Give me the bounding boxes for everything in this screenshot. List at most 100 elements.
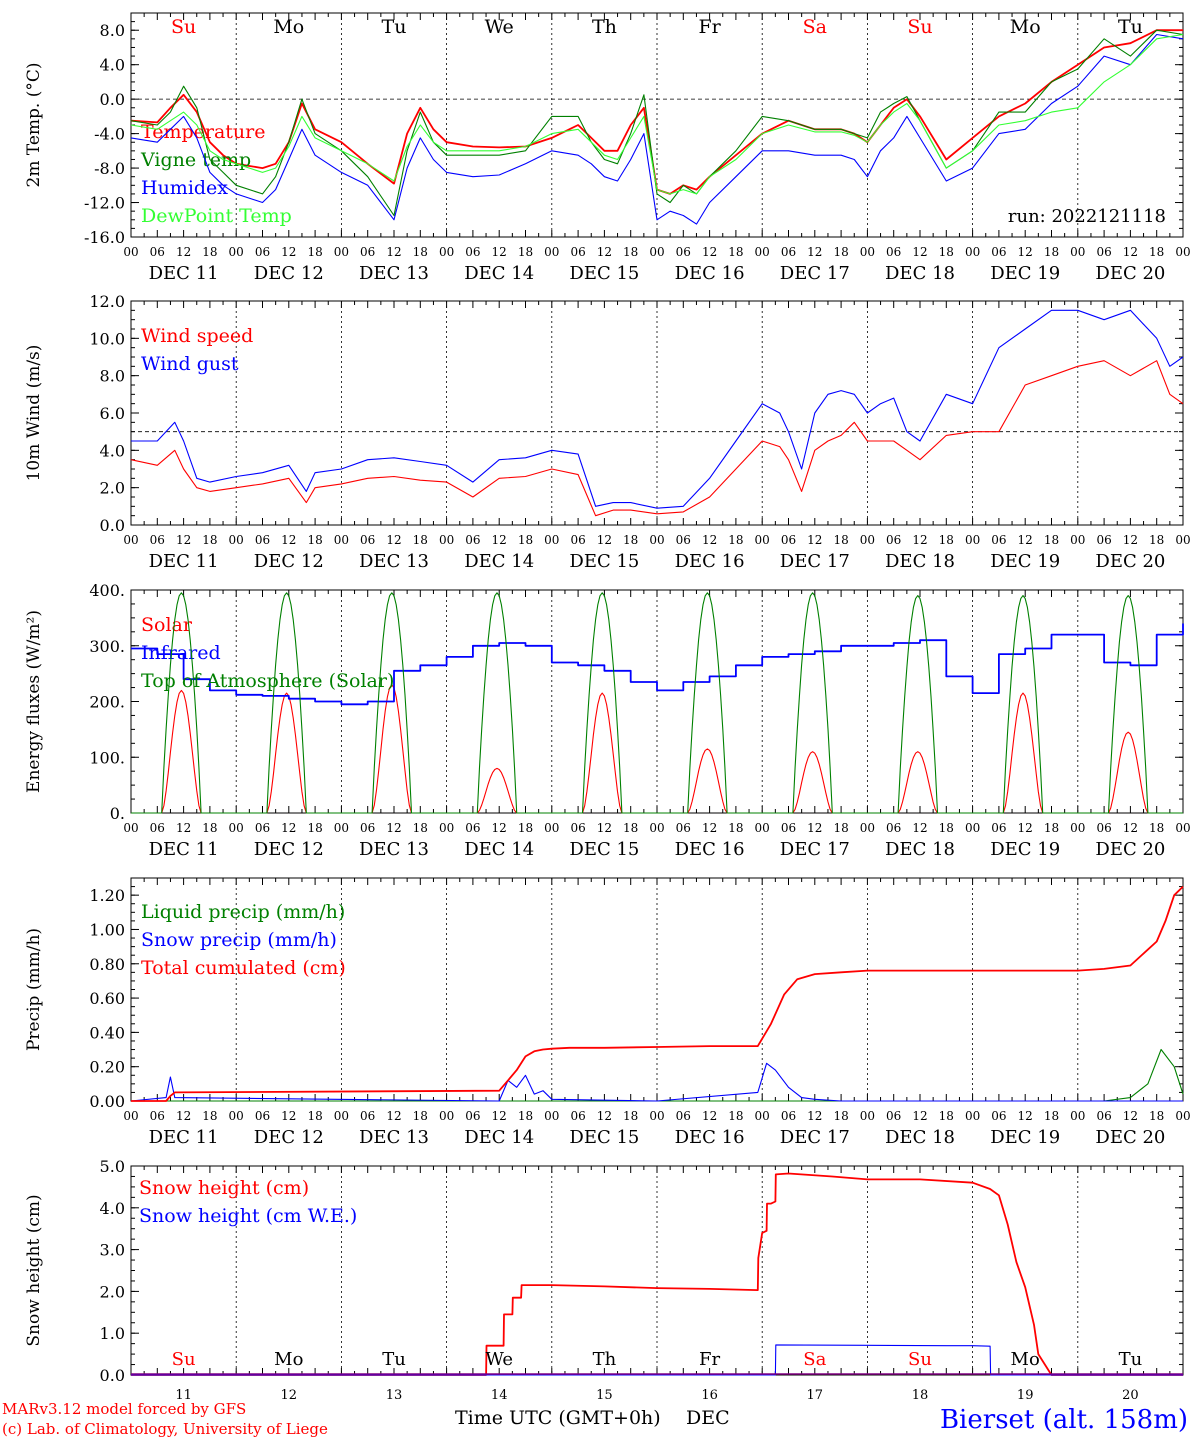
hour-tick-label: 00	[649, 533, 664, 547]
hour-tick-label: 06	[570, 1109, 585, 1123]
date-label: DEC 16	[675, 263, 745, 284]
date-label: DEC 19	[990, 263, 1060, 284]
legend-entry: Infrared	[141, 642, 221, 664]
hour-tick-label: 06	[255, 533, 270, 547]
date-label: DEC 20	[1095, 551, 1165, 572]
hour-tick-label: 06	[1096, 245, 1111, 259]
y-tick-label: 0.0	[100, 1366, 125, 1385]
hour-tick-label: 00	[1070, 1109, 1085, 1123]
hour-tick-label: 18	[623, 533, 638, 547]
weekday-label: Tu	[1119, 1349, 1143, 1370]
hour-tick-label: 12	[1123, 1109, 1138, 1123]
weekday-label: We	[485, 16, 514, 38]
hour-tick-label: 00	[544, 245, 559, 259]
y-axis-label: Snow height (cm)	[24, 1194, 44, 1346]
hour-tick-label: 18	[1149, 821, 1164, 835]
y-tick-label: 2.0	[100, 1282, 125, 1301]
hour-tick-label: 00	[965, 1109, 980, 1123]
model-credit: MARv3.12 model forced by GFS	[2, 1400, 246, 1418]
hour-tick-label: 12	[1018, 1109, 1033, 1123]
hour-tick-label: 00	[334, 245, 349, 259]
hour-tick-label: 12	[597, 533, 612, 547]
y-tick-label: 12.0	[89, 292, 125, 311]
weekday-label: Sa	[803, 1349, 826, 1370]
weekday-label: Tu	[382, 1349, 406, 1370]
day-number-label: 17	[807, 1388, 824, 1403]
hour-tick-label: 12	[492, 1109, 507, 1123]
hour-tick-label: 12	[1123, 533, 1138, 547]
hour-tick-label: 12	[597, 245, 612, 259]
hour-tick-label: 00	[439, 533, 454, 547]
hour-tick-label: 18	[623, 1109, 638, 1123]
y-tick-label: -8.0	[94, 159, 125, 178]
y-tick-label: 0.	[110, 804, 125, 823]
y-tick-label: 300.	[89, 637, 125, 656]
hour-tick-label: 00	[1175, 821, 1190, 835]
date-label: DEC 11	[149, 263, 219, 284]
hour-tick-label: 00	[439, 821, 454, 835]
hour-tick-label: 06	[570, 533, 585, 547]
weekday-label: Su	[172, 1349, 196, 1370]
date-label: DEC 17	[780, 839, 850, 860]
hour-tick-label: 12	[912, 245, 927, 259]
hour-tick-label: 06	[781, 1109, 796, 1123]
y-tick-label: 4.0	[100, 441, 125, 460]
hour-tick-label: 12	[176, 245, 191, 259]
hour-tick-label: 06	[1096, 1109, 1111, 1123]
day-number-label: 15	[596, 1388, 613, 1403]
y-tick-label: 0.80	[89, 955, 125, 974]
hour-tick-label: 18	[307, 245, 322, 259]
hour-tick-label: 06	[150, 245, 165, 259]
hour-tick-label: 12	[597, 821, 612, 835]
hour-tick-label: 06	[465, 821, 480, 835]
hour-tick-label: 12	[176, 1109, 191, 1123]
hour-tick-label: 12	[702, 821, 717, 835]
hour-tick-label: 12	[176, 533, 191, 547]
hour-tick-label: 06	[255, 1109, 270, 1123]
hour-tick-label: 00	[544, 533, 559, 547]
series-line-0	[131, 684, 1183, 814]
hour-tick-label: 12	[281, 821, 296, 835]
lab-credit: (c) Lab. of Climatology, University of L…	[2, 1420, 328, 1438]
hour-tick-label: 06	[886, 821, 901, 835]
date-label: DEC 17	[780, 1127, 850, 1148]
hour-tick-label: 00	[649, 821, 664, 835]
series-line-1	[130, 1062, 1183, 1102]
legend-entry: Snow height (cm)	[139, 1177, 309, 1199]
date-label: DEC 16	[675, 551, 745, 572]
hour-tick-label: 06	[1096, 533, 1111, 547]
station-name: Bierset (alt. 158m)	[940, 1405, 1188, 1435]
date-label: DEC 19	[990, 1127, 1060, 1148]
y-tick-label: 4.0	[100, 1199, 125, 1218]
hour-tick-label: 12	[807, 1109, 822, 1123]
hour-tick-label: 18	[728, 245, 743, 259]
hour-tick-label: 00	[755, 1109, 770, 1123]
hour-tick-label: 06	[570, 821, 585, 835]
date-label: DEC 15	[569, 551, 639, 572]
weekday-label: Su	[171, 16, 196, 38]
hour-tick-label: 18	[1044, 245, 1059, 259]
hour-tick-label: 18	[1149, 533, 1164, 547]
y-tick-label: 0.00	[89, 1092, 125, 1111]
legend-entry: Humidex	[141, 177, 228, 199]
hour-tick-label: 06	[150, 1109, 165, 1123]
hour-tick-label: 12	[912, 821, 927, 835]
hour-tick-label: 18	[413, 1109, 428, 1123]
hour-tick-label: 18	[1044, 1109, 1059, 1123]
hour-tick-label: 18	[833, 533, 848, 547]
hour-tick-label: 06	[255, 821, 270, 835]
series-line-2	[131, 885, 1184, 1102]
hour-tick-label: 00	[229, 1109, 244, 1123]
legend-entry: Snow height (cm W.E.)	[139, 1205, 357, 1227]
date-label: DEC 20	[1095, 839, 1165, 860]
hour-tick-label: 06	[1096, 821, 1111, 835]
series-line-0	[130, 360, 1184, 517]
hour-tick-label: 00	[649, 245, 664, 259]
hour-tick-label: 06	[360, 533, 375, 547]
date-label: DEC 13	[359, 551, 429, 572]
hour-tick-label: 18	[202, 245, 217, 259]
hour-tick-label: 06	[676, 1109, 691, 1123]
y-axis-label: 2m Temp. (°C)	[24, 62, 44, 187]
hour-tick-label: 18	[939, 1109, 954, 1123]
y-tick-label: 200.	[89, 693, 125, 712]
